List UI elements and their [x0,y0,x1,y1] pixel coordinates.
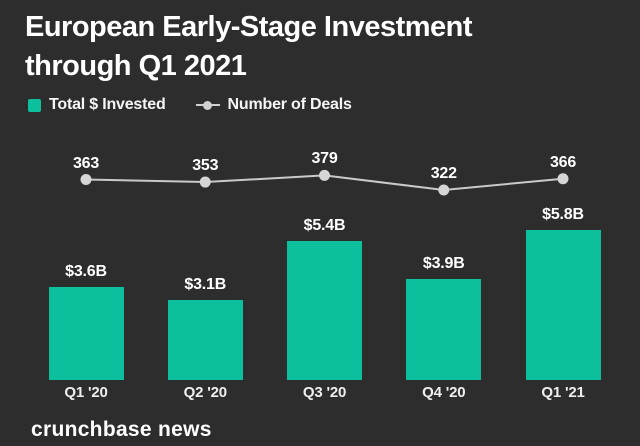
x-axis-label: Q1 '21 [541,384,585,401]
deals-point [199,176,211,188]
legend-label-number-of-deals: Number of Deals [227,96,352,113]
deals-point [319,169,330,181]
brand-footer: crunchbase news [31,418,212,441]
chart-title: European Early-Stage Investment through Q… [25,8,473,86]
deals-line [85,174,564,192]
bar-Q3 '20 [287,240,362,380]
chart-title-line1: European Early-Stage Investment [25,11,473,43]
bar-value-label: $3.6B [65,263,107,280]
x-axis-label: Q2 '20 [183,384,227,401]
x-axis-label: Q1 '20 [64,384,108,401]
deals-value-label: 379 [311,150,338,168]
bar-Q4 '20 [406,279,482,380]
deals-value-label: 353 [192,157,219,175]
legend-label-total-invested: Total $ Invested [49,96,166,113]
legend-item-total-invested: Total $ Invested [28,96,166,114]
legend-item-number-of-deals: Number of Deals [195,96,352,114]
deals-value-label: 363 [72,154,100,172]
x-axis-label: Q4 '20 [422,384,466,401]
legend: Total $ Invested Number of Deals [28,96,352,114]
bar-Q1 '20 [48,287,124,380]
deals-point [557,173,569,185]
bar-Q2 '20 [167,299,243,380]
bar-value-label: $3.9B [422,255,465,273]
bar-value-label: $5.4B [303,216,346,234]
deals-point [80,174,92,185]
bar-Q1 '21 [525,230,601,380]
bar-value-label: $3.1B [184,275,227,293]
chart-title-line2: through Q1 2021 [25,50,247,82]
bar-value-label: $5.8B [542,206,584,224]
deals-value-label: 322 [430,164,457,182]
deals-value-label: 366 [549,153,577,171]
x-axis-label: Q3 '20 [302,384,347,401]
bar-series-swatch-icon [28,98,41,112]
line-series-marker-icon [195,99,220,112]
deals-point [438,184,450,196]
